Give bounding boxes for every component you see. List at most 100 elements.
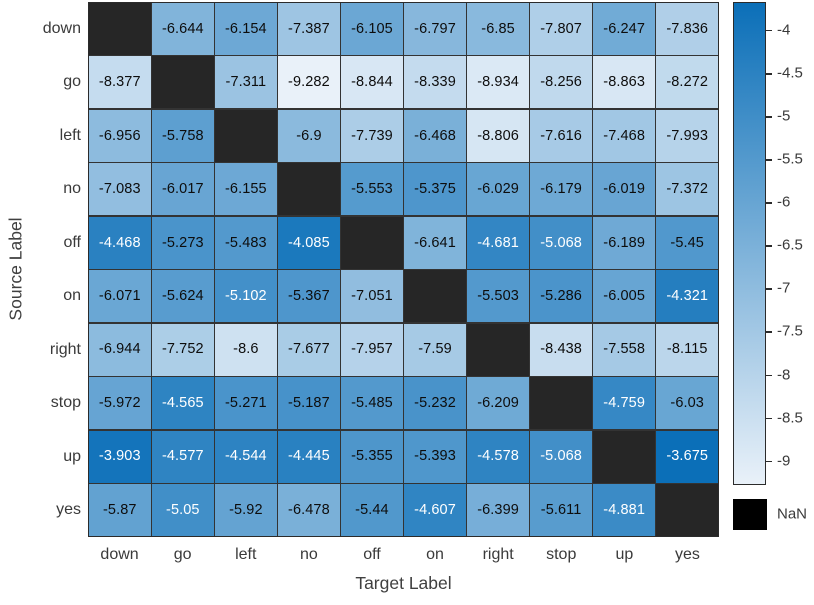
heatmap-cell: -8.934 bbox=[467, 56, 529, 109]
x-tick-label-stop: stop bbox=[546, 546, 577, 563]
y-tick-label-stop: stop bbox=[50, 394, 81, 412]
heatmap-cell: -6.017 bbox=[152, 163, 214, 216]
heatmap-cell: -8.377 bbox=[89, 56, 151, 109]
heatmap-cell: -5.972 bbox=[89, 377, 151, 430]
heatmap-cell: -4.085 bbox=[278, 216, 340, 269]
heatmap-cell: -8.6 bbox=[215, 323, 277, 376]
heatmap-cell: -4.468 bbox=[89, 216, 151, 269]
colorbar-tick-label: -8.5 bbox=[777, 409, 803, 427]
colorbar-tick-label: -6 bbox=[777, 193, 791, 211]
colorbar-tick-mark bbox=[766, 116, 772, 118]
y-tick-label-down: down bbox=[42, 19, 81, 37]
heatmap-cell: -6.03 bbox=[656, 377, 718, 430]
heatmap-cell: -5.45 bbox=[656, 216, 718, 269]
heatmap-cell: -4.681 bbox=[467, 216, 529, 269]
heatmap-cell: -4.565 bbox=[152, 377, 214, 430]
heatmap-cell: -7.616 bbox=[530, 109, 592, 162]
heatmap-cell: -8.272 bbox=[656, 56, 718, 109]
y-tick-label-left: left bbox=[59, 126, 81, 144]
heatmap-cell: -5.92 bbox=[215, 484, 277, 536]
y-tick-label-on: on bbox=[63, 287, 81, 305]
colorbar-tick-label: -5 bbox=[777, 107, 791, 125]
heatmap-cell: -6.029 bbox=[467, 163, 529, 216]
heatmap-cell: -5.273 bbox=[152, 216, 214, 269]
heatmap-cell: -6.005 bbox=[593, 270, 655, 323]
heatmap-cell: -4.881 bbox=[593, 484, 655, 536]
heatmap-cell: -7.957 bbox=[341, 323, 403, 376]
heatmap-cell: -8.438 bbox=[530, 323, 592, 376]
heatmap-cell: -6.209 bbox=[467, 377, 529, 430]
heatmap-cell: -5.271 bbox=[215, 377, 277, 430]
heatmap-cell: -7.468 bbox=[593, 109, 655, 162]
colorbar-tick-mark bbox=[766, 374, 772, 377]
x-tick-label-no: no bbox=[299, 546, 318, 563]
y-tick-label-right: right bbox=[49, 340, 81, 358]
colorbar-tick-mark bbox=[766, 202, 772, 204]
heatmap-cell: -9.282 bbox=[278, 56, 340, 109]
nan-legend-swatch bbox=[733, 499, 767, 530]
heatmap-cell: -5.87 bbox=[89, 484, 151, 536]
colorbar bbox=[733, 2, 766, 485]
heatmap-cell: -8.115 bbox=[656, 323, 718, 376]
heatmap-cell: -6.105 bbox=[341, 3, 403, 55]
colorbar-tick-label: -6.5 bbox=[777, 236, 803, 254]
heatmap-cell-nan bbox=[152, 56, 214, 109]
heatmap-cell: -5.503 bbox=[467, 270, 529, 323]
x-tick-label-yes: yes bbox=[674, 546, 700, 563]
heatmap-cell: -6.468 bbox=[404, 109, 466, 162]
x-tick-label-right: right bbox=[482, 546, 514, 563]
colorbar-tick-mark bbox=[766, 417, 772, 420]
heatmap-cell: -7.993 bbox=[656, 109, 718, 162]
heatmap-cell: -8.339 bbox=[404, 56, 466, 109]
heatmap-cell-nan bbox=[404, 270, 466, 323]
x-tick-label-on: on bbox=[426, 546, 444, 563]
colorbar-tick-mark bbox=[766, 159, 772, 161]
heatmap-cell: -4.445 bbox=[278, 430, 340, 483]
heatmap-cell: -5.758 bbox=[152, 109, 214, 162]
colorbar-tick-label: -4 bbox=[777, 21, 791, 39]
heatmap-cell: -5.44 bbox=[341, 484, 403, 536]
nan-legend-label: NaN bbox=[777, 505, 808, 523]
y-axis-label: Source Label bbox=[5, 217, 26, 321]
heatmap-cell: -8.863 bbox=[593, 56, 655, 109]
heatmap-cell: -5.485 bbox=[341, 377, 403, 430]
heatmap-cell: -6.154 bbox=[215, 3, 277, 55]
heatmap-cell: -8.256 bbox=[530, 56, 592, 109]
heatmap-cell: -7.807 bbox=[530, 3, 592, 55]
heatmap-cell: -6.85 bbox=[467, 3, 529, 55]
heatmap-cell: -3.675 bbox=[656, 430, 718, 483]
heatmap-cell: -6.478 bbox=[278, 484, 340, 536]
colorbar-tick-mark bbox=[766, 460, 772, 463]
heatmap-cell-nan bbox=[467, 323, 529, 376]
heatmap-cell-nan bbox=[656, 484, 718, 536]
heatmap-cell-nan bbox=[278, 163, 340, 216]
heatmap-cell: -8.844 bbox=[341, 56, 403, 109]
heatmap-cell: -6.399 bbox=[467, 484, 529, 536]
colorbar-tick-label: -8 bbox=[777, 366, 791, 384]
x-tick-label-go: go bbox=[173, 546, 192, 563]
x-tick-label-off: off bbox=[363, 546, 381, 563]
heatmap-cell: -4.607 bbox=[404, 484, 466, 536]
heatmap-cell: -6.189 bbox=[593, 216, 655, 269]
heatmap-cell: -6.179 bbox=[530, 163, 592, 216]
y-tick-label-yes: yes bbox=[56, 501, 81, 519]
heatmap-cell: -5.367 bbox=[278, 270, 340, 323]
heatmap-cell: -6.019 bbox=[593, 163, 655, 216]
colorbar-tick-mark bbox=[766, 288, 772, 290]
heatmap-cell: -7.739 bbox=[341, 109, 403, 162]
heatmap-cell: -4.759 bbox=[593, 377, 655, 430]
colorbar-tick-mark bbox=[766, 245, 772, 247]
heatmap-cell: -6.644 bbox=[152, 3, 214, 55]
heatmap-cell: -5.355 bbox=[341, 430, 403, 483]
heatmap-cell-nan bbox=[341, 216, 403, 269]
heatmap-cell: -6.797 bbox=[404, 3, 466, 55]
heatmap-cell: -5.232 bbox=[404, 377, 466, 430]
heatmap-grid: -6.644 -6.154 -7.387 -6.105 -6.797 -6.85 -7.80… bbox=[88, 2, 719, 537]
heatmap-cell: -5.068 bbox=[530, 430, 592, 483]
heatmap-cell: -7.372 bbox=[656, 163, 718, 216]
heatmap-cell-nan bbox=[530, 377, 592, 430]
heatmap-cell: -5.375 bbox=[404, 163, 466, 216]
colorbar-tick-mark bbox=[766, 73, 772, 75]
heatmap-cell: -7.558 bbox=[593, 323, 655, 376]
heatmap-cell: -5.553 bbox=[341, 163, 403, 216]
